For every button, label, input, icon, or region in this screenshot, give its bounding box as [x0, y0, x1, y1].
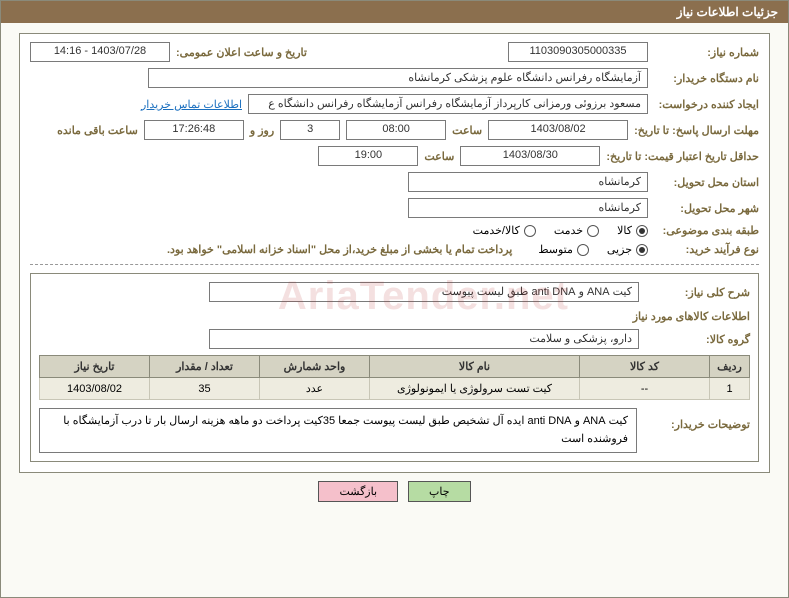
contact-link[interactable]: اطلاعات تماس خریدار: [141, 98, 242, 111]
label-min-valid: حداقل تاریخ اعتبار قیمت: تا تاریخ:: [606, 150, 759, 163]
col-code: کد کالا: [580, 356, 710, 378]
need-no-field: 1103090305000335: [508, 42, 648, 62]
radio-icon: [636, 244, 648, 256]
radio-service-label: خدمت: [554, 224, 583, 237]
cell-name: کیت تست سرولوژی یا ایمونولوژی: [370, 378, 580, 400]
goods-group-field: دارو، پزشکی و سلامت: [209, 329, 639, 349]
label-buyer-desc: توضیحات خریدار:: [645, 408, 750, 431]
label-category: طبقه بندی موضوعی:: [654, 224, 759, 237]
radio-goods[interactable]: کالا: [617, 224, 648, 237]
col-name: نام کالا: [370, 356, 580, 378]
label-deadline: مهلت ارسال پاسخ: تا تاریخ:: [634, 124, 759, 137]
deadline-hour-field: 08:00: [346, 120, 446, 140]
announce-field: 1403/07/28 - 14:16: [30, 42, 170, 62]
province-field: کرمانشاه: [408, 172, 648, 192]
requester-field: مسعود برزوئی ورمزانی کارپرداز آزمایشگاه …: [248, 94, 648, 114]
buyer-desc-field: کیت ANA و anti DNA ایده آل تشخیص طبق لیس…: [39, 408, 637, 453]
label-need-no: شماره نیاز:: [654, 46, 759, 59]
print-button[interactable]: چاپ: [408, 481, 471, 502]
process-note: پرداخت تمام یا بخشی از مبلغ خرید،از محل …: [167, 243, 512, 256]
label-process: نوع فرآیند خرید:: [654, 243, 759, 256]
col-qty: تعداد / مقدار: [150, 356, 260, 378]
radio-service[interactable]: خدمت: [554, 224, 599, 237]
label-buyer: نام دستگاه خریدار:: [654, 72, 759, 85]
need-title-field: کیت ANA و anti DNA طبق لیست پیوست: [209, 282, 639, 302]
cell-unit: عدد: [260, 378, 370, 400]
label-goods-group: گروه کالا:: [645, 333, 750, 346]
panel-header: جزئیات اطلاعات نیاز: [1, 1, 788, 23]
label-province: استان محل تحویل:: [654, 176, 759, 189]
radio-partial[interactable]: جزیی: [607, 243, 648, 256]
details-box: شرح کلی نیاز: کیت ANA و anti DNA طبق لیس…: [30, 273, 759, 462]
days-field: 3: [280, 120, 340, 140]
cell-idx: 1: [710, 378, 750, 400]
divider: [30, 264, 759, 265]
label-days-and: روز و: [250, 124, 274, 137]
deadline-date-field: 1403/08/02: [488, 120, 628, 140]
back-button[interactable]: بازگشت: [318, 481, 398, 502]
radio-icon: [587, 225, 599, 237]
label-city: شهر محل تحویل:: [654, 202, 759, 215]
main-panel: AriaTender.net شماره نیاز: 1103090305000…: [19, 33, 770, 473]
radio-both[interactable]: کالا/خدمت: [473, 224, 536, 237]
cell-date: 1403/08/02: [40, 378, 150, 400]
label-need-title: شرح کلی نیاز:: [645, 286, 750, 299]
radio-icon: [636, 225, 648, 237]
countdown-field: 17:26:48: [144, 120, 244, 140]
min-valid-date-field: 1403/08/30: [460, 146, 600, 166]
items-section-title: اطلاعات کالاهای مورد نیاز: [39, 310, 750, 323]
col-unit: واحد شمارش: [260, 356, 370, 378]
label-requester: ایجاد کننده درخواست:: [654, 98, 759, 111]
table-row: 1 -- کیت تست سرولوژی یا ایمونولوژی عدد 3…: [40, 378, 750, 400]
radio-medium[interactable]: متوسط: [538, 243, 589, 256]
radio-partial-label: جزیی: [607, 243, 632, 256]
city-field: کرمانشاه: [408, 198, 648, 218]
cell-code: --: [580, 378, 710, 400]
radio-goods-label: کالا: [617, 224, 632, 237]
label-remaining: ساعت باقی مانده: [57, 124, 138, 137]
label-hour-2: ساعت: [424, 150, 454, 163]
min-valid-hour-field: 19:00: [318, 146, 418, 166]
label-announce: تاریخ و ساعت اعلان عمومی:: [176, 46, 307, 59]
cell-qty: 35: [150, 378, 260, 400]
label-hour-1: ساعت: [452, 124, 482, 137]
radio-icon: [577, 244, 589, 256]
radio-both-label: کالا/خدمت: [473, 224, 520, 237]
items-table: ردیف کد کالا نام کالا واحد شمارش تعداد /…: [39, 355, 750, 400]
col-date: تاریخ نیاز: [40, 356, 150, 378]
buyer-field: آزمایشگاه رفرانس دانشگاه علوم پزشکی کرما…: [148, 68, 648, 88]
radio-medium-label: متوسط: [538, 243, 573, 256]
col-idx: ردیف: [710, 356, 750, 378]
radio-icon: [524, 225, 536, 237]
